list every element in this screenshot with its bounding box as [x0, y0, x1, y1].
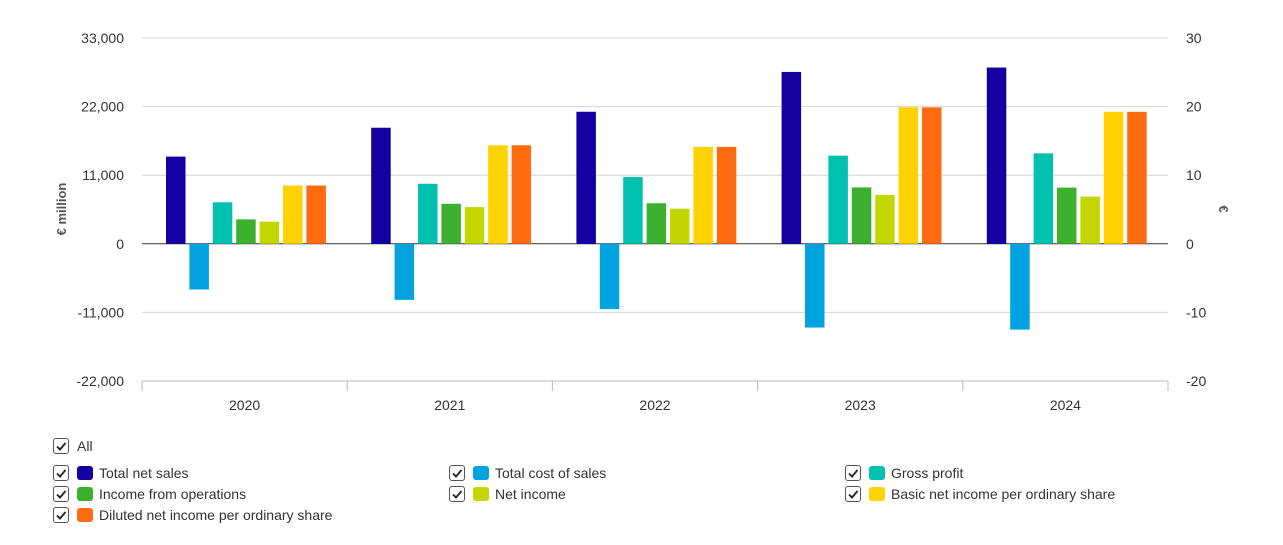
legend-swatch	[869, 487, 885, 501]
y-left-tick-label: -11,000	[78, 304, 125, 320]
checkbox-icon[interactable]	[53, 486, 69, 502]
bar[interactable]	[623, 177, 643, 244]
bar[interactable]	[511, 145, 532, 244]
bar[interactable]	[441, 203, 461, 244]
legend-label: Gross profit	[891, 465, 964, 481]
legend-swatch	[77, 508, 93, 522]
bar[interactable]	[418, 183, 438, 244]
checkbox-icon[interactable]	[449, 486, 465, 502]
legend-swatch	[77, 487, 93, 501]
y-right-tick-label: 0	[1186, 236, 1194, 252]
bar[interactable]	[922, 107, 942, 244]
y-left-tick-label: 22,000	[81, 99, 124, 115]
bar[interactable]	[693, 146, 713, 244]
x-tick-label: 2021	[434, 397, 465, 413]
checkbox-icon[interactable]	[53, 507, 69, 523]
y-right-tick-label: 20	[1186, 99, 1202, 115]
x-tick-label: 2024	[1050, 397, 1081, 413]
x-tick-label: 2023	[845, 397, 876, 413]
x-tick-label: 2022	[639, 397, 670, 413]
bar[interactable]	[716, 146, 737, 244]
legend-item[interactable]: Gross profit	[845, 463, 1241, 483]
bar[interactable]	[488, 145, 508, 244]
legend-swatch	[77, 466, 93, 480]
legend-all-toggle[interactable]: All	[53, 436, 1253, 456]
bar[interactable]	[1010, 243, 1030, 330]
bar[interactable]	[986, 67, 1007, 244]
y-left-tick-label: 0	[116, 236, 124, 252]
y-right-tick-label: -20	[1186, 373, 1206, 389]
bar[interactable]	[1127, 111, 1147, 244]
legend-swatch	[473, 487, 489, 501]
bar[interactable]	[576, 111, 596, 244]
y-axis-right-title: €	[1216, 205, 1231, 212]
legend-label: Total net sales	[99, 465, 189, 481]
bar[interactable]	[166, 156, 186, 244]
bar-series	[166, 67, 1147, 330]
y-left-tick-label: -22,000	[77, 373, 125, 389]
legend-label: Net income	[495, 486, 566, 502]
legend-items: Total net sales Total cost of sales Gross …	[53, 463, 1253, 525]
legend-item[interactable]: Diluted net income per ordinary share	[53, 505, 449, 525]
legend-swatch	[869, 466, 885, 480]
y-axis-right: -20 -10 0 10 20 30	[1186, 30, 1206, 389]
bar[interactable]	[670, 208, 690, 244]
y-axis-left: -22,000 -11,000 0 11,000 22,000 33,000	[77, 30, 125, 389]
bar-chart: 2020 2021 2022 2023 2024 -22,000 -11,000 0 11,0…	[54, 30, 1231, 413]
legend-label: Income from operations	[99, 486, 247, 502]
bar[interactable]	[1080, 196, 1100, 244]
bar[interactable]	[371, 127, 391, 244]
bar[interactable]	[851, 187, 872, 244]
bar[interactable]	[805, 243, 825, 328]
legend-item[interactable]: Net income	[449, 484, 845, 504]
checkbox-icon[interactable]	[449, 465, 465, 481]
y-left-tick-label: 33,000	[81, 30, 124, 46]
legend-item[interactable]: Total net sales	[53, 463, 449, 483]
checkbox-icon[interactable]	[53, 438, 69, 454]
legend-swatch	[473, 466, 489, 480]
legend-label: Basic net income per ordinary share	[891, 486, 1116, 502]
legend-item[interactable]: Total cost of sales	[449, 463, 845, 483]
checkbox-icon[interactable]	[53, 465, 69, 481]
bar[interactable]	[189, 243, 209, 290]
bar[interactable]	[828, 155, 848, 244]
x-tick-label: 2020	[229, 397, 260, 413]
bar[interactable]	[1103, 111, 1124, 244]
legend-item[interactable]: Income from operations	[53, 484, 449, 504]
bar[interactable]	[781, 71, 802, 244]
bar[interactable]	[1057, 187, 1077, 244]
x-axis: 2020 2021 2022 2023 2024	[141, 380, 1169, 413]
checkbox-icon[interactable]	[845, 486, 861, 502]
bar[interactable]	[394, 243, 415, 300]
bar[interactable]	[283, 185, 303, 244]
bar[interactable]	[306, 185, 326, 244]
legend: All Total net sales Total cost of sales Gr…	[53, 436, 1253, 525]
bar[interactable]	[212, 202, 233, 244]
bar[interactable]	[646, 203, 667, 244]
legend-item[interactable]: Basic net income per ordinary share	[845, 484, 1241, 504]
legend-label: Diluted net income per ordinary share	[99, 507, 333, 523]
bar[interactable]	[1033, 153, 1054, 244]
y-left-tick-label: 11,000	[82, 167, 124, 183]
bar[interactable]	[898, 107, 919, 244]
legend-all-label: All	[77, 438, 93, 454]
bar[interactable]	[236, 219, 256, 244]
y-axis-left-title: € million	[54, 183, 69, 236]
bar[interactable]	[259, 221, 280, 244]
legend-label: Total cost of sales	[495, 465, 607, 481]
y-right-tick-label: -10	[1186, 304, 1206, 320]
y-right-tick-label: 30	[1186, 30, 1202, 46]
checkbox-icon[interactable]	[845, 465, 861, 481]
bar[interactable]	[464, 207, 485, 244]
bar[interactable]	[599, 243, 620, 310]
bar[interactable]	[875, 194, 895, 244]
y-right-tick-label: 10	[1186, 167, 1202, 183]
